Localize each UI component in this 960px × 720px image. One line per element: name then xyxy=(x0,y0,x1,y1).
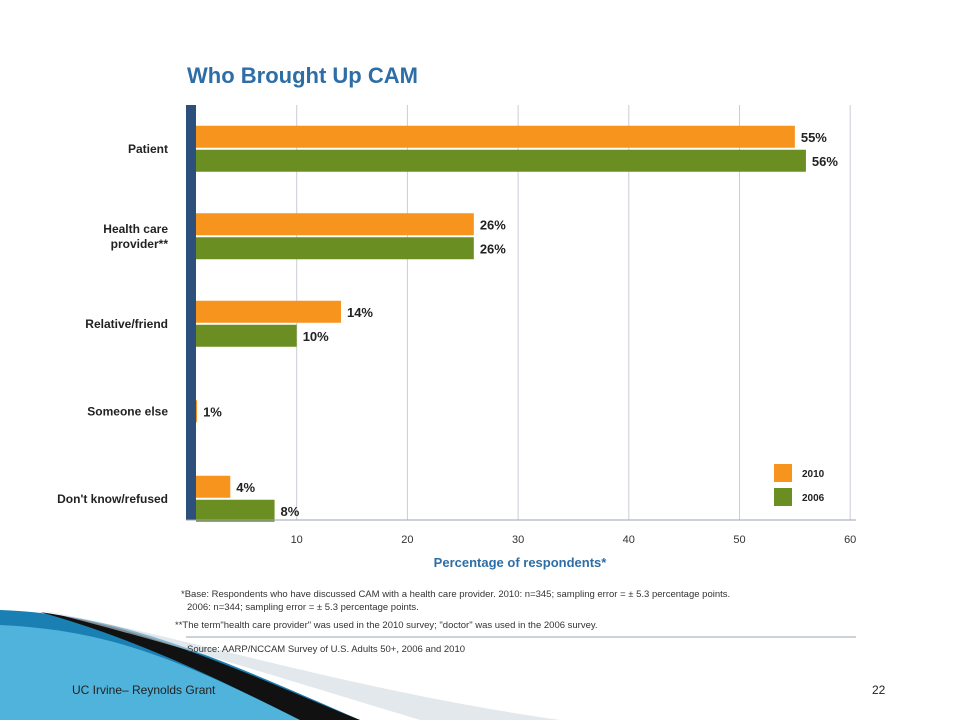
category-label: Patient xyxy=(128,142,168,156)
x-axis-label: Percentage of respondents* xyxy=(434,555,608,570)
data-labels-group: 55% 56% 26% 26% 14% 10% 1% 4% 8% xyxy=(203,130,838,519)
bar-2010 xyxy=(196,300,341,323)
bar-2010 xyxy=(196,125,795,148)
x-tick-label: 60 xyxy=(844,534,856,546)
note-base-line2: 2006: n=344; sampling error = ± 5.3 perc… xyxy=(187,602,419,613)
bar-2006 xyxy=(196,324,297,347)
category-label: Relative/friend xyxy=(85,317,168,331)
bar-2006 xyxy=(196,149,806,172)
decor-swoosh-dark xyxy=(40,612,360,720)
legend-swatch-2006 xyxy=(774,488,792,506)
slide-decoration xyxy=(0,610,560,720)
legend-swatch-2010 xyxy=(774,464,792,482)
decor-swoosh-grey xyxy=(40,610,560,720)
note-base-line1: *Base: Respondents who have discussed CA… xyxy=(181,589,730,600)
legend: 2010 2006 xyxy=(774,464,825,506)
note-term: **The term"health care provider" was use… xyxy=(175,620,598,631)
page-number: 22 xyxy=(872,683,886,697)
category-label: Don't know/refused xyxy=(57,492,168,506)
bars-group xyxy=(196,125,806,522)
data-label: 4% xyxy=(236,480,255,495)
x-tick-label: 20 xyxy=(401,534,413,546)
data-label: 56% xyxy=(812,154,838,169)
data-label: 55% xyxy=(801,130,827,145)
x-tick-label: 50 xyxy=(733,534,745,546)
category-label: Someone else xyxy=(87,404,168,418)
decor-swoosh-light xyxy=(0,625,300,720)
category-label: Health care xyxy=(103,222,168,236)
note-source: Source: AARP/NCCAM Survey of U.S. Adults… xyxy=(187,644,465,655)
bar-2006 xyxy=(196,499,275,522)
chart-notes: *Base: Respondents who have discussed CA… xyxy=(175,589,856,655)
category-label: provider** xyxy=(111,237,169,251)
vertical-axis-bar xyxy=(186,105,196,520)
chart-title: Who Brought Up CAM xyxy=(187,63,418,88)
bar-2010 xyxy=(196,475,231,498)
legend-label-2006: 2006 xyxy=(802,493,825,504)
data-label: 8% xyxy=(281,504,300,519)
x-tick-label: 40 xyxy=(623,534,635,546)
bar-2006 xyxy=(196,237,474,260)
x-tick-label: 10 xyxy=(291,534,303,546)
data-label: 26% xyxy=(480,217,506,232)
data-label: 26% xyxy=(480,241,506,256)
footer-left-text: UC Irvine– Reynolds Grant xyxy=(72,683,216,697)
bar-2010 xyxy=(196,400,198,423)
tick-labels-group: 10 20 30 40 50 60 xyxy=(291,534,857,546)
legend-label-2010: 2010 xyxy=(802,469,825,480)
data-label: 10% xyxy=(303,329,329,344)
bar-2010 xyxy=(196,213,474,236)
x-tick-label: 30 xyxy=(512,534,524,546)
data-label: 14% xyxy=(347,305,373,320)
data-label: 1% xyxy=(203,404,222,419)
